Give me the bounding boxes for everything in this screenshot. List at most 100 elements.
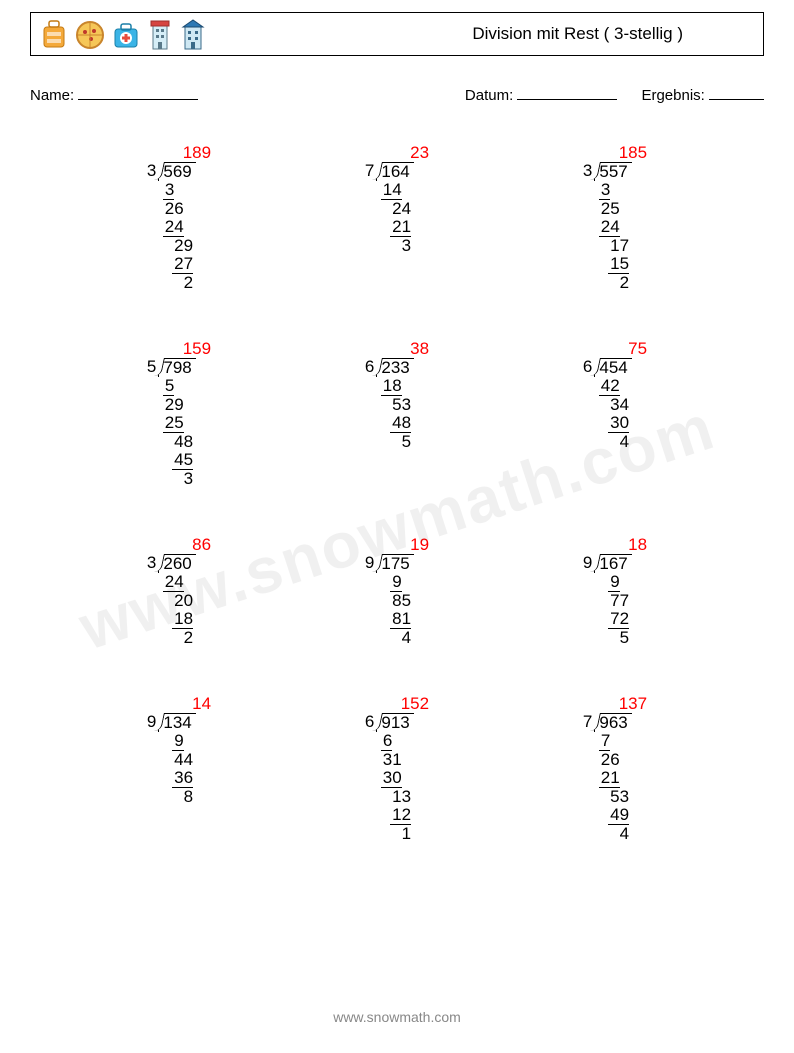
work-step: 3 [161,470,193,488]
division-problem: 199175985814 [308,536,486,647]
name-blank [78,84,198,100]
work-step: 1 [379,825,411,843]
work-step: 24 [597,218,620,236]
work-step: 27 [161,255,193,273]
work-step: 42 [597,377,620,395]
result-blank [709,84,764,100]
work-step: 5 [379,433,411,451]
work-steps: 977725 [583,573,647,647]
work-step: 34 [597,396,629,414]
header-box: Division mit Rest ( 3-stellig ) [30,12,764,56]
division-problem: 149134944368 [90,695,268,843]
work-step: 2 [161,274,193,292]
pizza-icon [75,17,105,51]
work-step: 29 [161,396,184,414]
quotient: 189 [147,144,211,162]
dividend: 134 [158,713,195,732]
work-step: 29 [161,237,193,255]
work-step: 2 [597,274,629,292]
work-steps: 1853485 [365,377,429,451]
division-problem: 18935693262429272 [90,144,268,292]
work-step: 21 [597,769,620,787]
work-step: 4 [597,825,629,843]
work-step: 3 [379,237,411,255]
work-step: 20 [161,592,193,610]
work-step: 44 [161,751,193,769]
result-label: Ergebnis: [641,87,704,104]
division-problem: 8632602420182 [90,536,268,647]
dividend: 454 [594,358,631,377]
work-step: 30 [379,769,402,787]
quotient: 86 [147,536,211,554]
dividend: 963 [594,713,631,732]
work-steps: 2420182 [147,573,211,647]
work-step: 18 [161,610,193,628]
work-step: 21 [379,218,411,236]
work-steps: 4234304 [583,377,647,451]
name-label: Name: [30,87,74,104]
division-problem: 15957985292548453 [90,340,268,488]
work-step: 25 [597,200,620,218]
work-steps: 944368 [147,732,211,806]
info-row: Name: Datum: Ergebnis: [30,84,764,104]
building-red-icon [147,17,173,51]
dividend: 164 [376,162,413,181]
work-step: 4 [379,629,411,647]
work-step: 3 [161,181,174,199]
building-blue-icon [179,17,207,51]
quotient: 23 [365,144,429,162]
dividend: 233 [376,358,413,377]
quotient: 18 [583,536,647,554]
division-problem: 15269136313013121 [308,695,486,843]
header-icons [39,17,207,51]
work-step: 48 [161,433,193,451]
work-step: 24 [161,218,184,236]
work-step: 26 [597,751,620,769]
work-step: 18 [379,377,402,395]
firstaid-icon [111,17,141,51]
work-step: 81 [379,610,411,628]
dividend: 260 [158,554,195,573]
work-step: 17 [597,237,629,255]
work-step: 9 [597,573,620,591]
date-blank [517,84,617,100]
work-step: 53 [597,788,629,806]
dividend: 557 [594,162,631,181]
work-step: 36 [161,769,193,787]
work-step: 8 [161,788,193,806]
dividend: 798 [158,358,195,377]
division-problem: 3862331853485 [308,340,486,488]
division-problem: 13779637262153494 [526,695,704,843]
date-label: Datum: [465,87,513,104]
work-steps: 7262153494 [583,732,647,843]
work-step: 6 [379,732,392,750]
division-problem: 18 9167977725 [526,536,704,647]
work-steps: 985814 [365,573,429,647]
work-step: 24 [379,200,411,218]
work-step: 24 [161,573,184,591]
work-step: 9 [379,573,402,591]
quotient: 75 [583,340,647,358]
quotient: 19 [365,536,429,554]
division-problem: 2371641424213 [308,144,486,292]
work-step: 2 [161,629,193,647]
work-step: 72 [597,610,629,628]
work-steps: 5292548453 [147,377,211,488]
work-step: 12 [379,806,411,824]
division-problem: 18535573252417152 [526,144,704,292]
work-step: 13 [379,788,411,806]
problems-grid: 1893569326242927223716414242131853557325… [30,144,764,843]
work-step: 14 [379,181,402,199]
work-step: 48 [379,414,411,432]
dividend: 167 [594,554,631,573]
work-step: 4 [597,433,629,451]
work-step: 3 [597,181,610,199]
quotient: 137 [583,695,647,713]
quotient: 38 [365,340,429,358]
work-steps: 3252417152 [583,181,647,292]
work-step: 85 [379,592,411,610]
quotient: 185 [583,144,647,162]
division-problem: 7564544234304 [526,340,704,488]
work-step: 77 [597,592,629,610]
work-steps: 6313013121 [365,732,429,843]
